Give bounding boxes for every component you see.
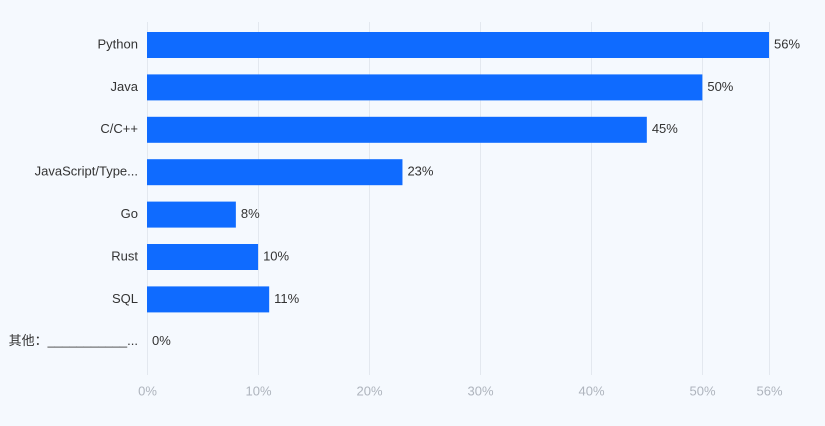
category-label-7: 其他：___________... (9, 333, 138, 348)
bar-2 (147, 116, 647, 143)
bar-0 (147, 32, 769, 58)
x-axis-ticks: 0% 10% 20% 30% 40% 50% 56% (138, 383, 783, 398)
category-label-5: Rust (111, 248, 138, 263)
value-label-1: 50% (707, 79, 733, 94)
x-tick-label-0: 0% (138, 383, 157, 398)
value-label-5: 10% (263, 248, 289, 263)
x-tick-label-6: 56% (756, 383, 782, 398)
bar-1 (147, 74, 703, 101)
bars (147, 32, 769, 313)
bar-5 (147, 244, 259, 270)
category-label-0: Python (98, 36, 138, 51)
value-label-2: 45% (652, 121, 678, 136)
bar-6 (147, 286, 270, 313)
category-labels: Python Java C/C++ JavaScript/Type... Go Rust S… (9, 36, 139, 348)
value-label-0: 56% (774, 36, 800, 51)
category-label-6: SQL (112, 291, 138, 306)
x-tick-label-3: 30% (467, 383, 493, 398)
value-label-4: 8% (241, 206, 260, 221)
bar-4 (147, 201, 236, 228)
category-label-4: Go (121, 206, 138, 221)
category-label-3: JavaScript/Type... (35, 164, 138, 179)
bar-3 (147, 159, 403, 186)
x-tick-label-1: 10% (245, 383, 271, 398)
value-label-6: 11% (274, 291, 299, 306)
x-tick-label-4: 40% (578, 383, 604, 398)
value-label-7: 0% (152, 333, 171, 348)
category-label-1: Java (111, 79, 139, 94)
value-label-3: 23% (407, 164, 433, 179)
x-tick-label-5: 50% (689, 383, 715, 398)
value-labels: 56% 50% 45% 23% 8% 10% 11% 0% (152, 36, 800, 348)
x-tick-label-2: 20% (356, 383, 382, 398)
category-label-2: C/C++ (100, 121, 138, 136)
